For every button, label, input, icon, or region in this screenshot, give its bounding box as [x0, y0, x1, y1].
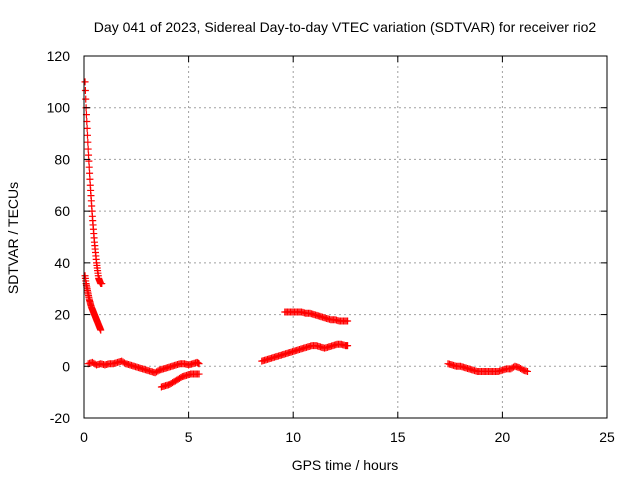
y-tick-label: -20 — [50, 410, 70, 426]
data-point — [97, 326, 105, 334]
data-point — [83, 131, 91, 139]
data-point — [86, 169, 94, 177]
data-point — [86, 175, 94, 183]
y-axis-label: SDTVAR / TECUs — [5, 182, 21, 294]
y-tick-label: 120 — [47, 48, 71, 64]
data-point — [344, 342, 352, 350]
x-tick-label: 10 — [285, 429, 301, 445]
series-arc-7 — [444, 360, 532, 375]
chart-title: Day 041 of 2023, Sidereal Day-to-day VTE… — [94, 19, 597, 35]
plot-frame — [83, 55, 608, 419]
x-tick-label: 20 — [495, 429, 511, 445]
data-point — [85, 157, 93, 165]
y-tick-label: 40 — [54, 255, 70, 271]
data-point — [81, 78, 89, 86]
data-point — [344, 317, 352, 325]
data-point — [83, 124, 91, 132]
series-arc-2 — [81, 272, 105, 334]
series-arc-5 — [258, 340, 352, 365]
y-tick-label: 100 — [47, 100, 71, 116]
series-arc-4 — [157, 370, 203, 391]
x-tick-label: 5 — [185, 429, 193, 445]
data-point — [85, 151, 93, 159]
x-axis-label: GPS time / hours — [292, 457, 399, 473]
y-tick-label: 60 — [54, 203, 70, 219]
y-tick-label: 80 — [54, 151, 70, 167]
x-tick-label: 25 — [599, 429, 615, 445]
y-tick-label: 0 — [62, 358, 70, 374]
data-point — [98, 280, 106, 288]
y-tick-label: 20 — [54, 307, 70, 323]
series-arc-1 — [81, 78, 106, 288]
series-arc-6 — [281, 308, 352, 325]
data-point — [81, 86, 89, 94]
data-point — [84, 138, 92, 146]
data-point — [195, 370, 203, 378]
x-tick-label: 0 — [80, 429, 88, 445]
data-point — [195, 360, 203, 368]
x-tick-label: 15 — [390, 429, 406, 445]
data-series — [81, 78, 532, 391]
grid — [84, 56, 607, 418]
axis-ticks: 0 5 10 15 20 25 -20 0 20 40 60 80 100 120 — [47, 48, 615, 445]
data-point — [84, 145, 92, 153]
data-point — [524, 367, 532, 375]
series-arc-3 — [84, 357, 203, 377]
data-point — [82, 95, 90, 103]
data-point — [85, 163, 93, 171]
